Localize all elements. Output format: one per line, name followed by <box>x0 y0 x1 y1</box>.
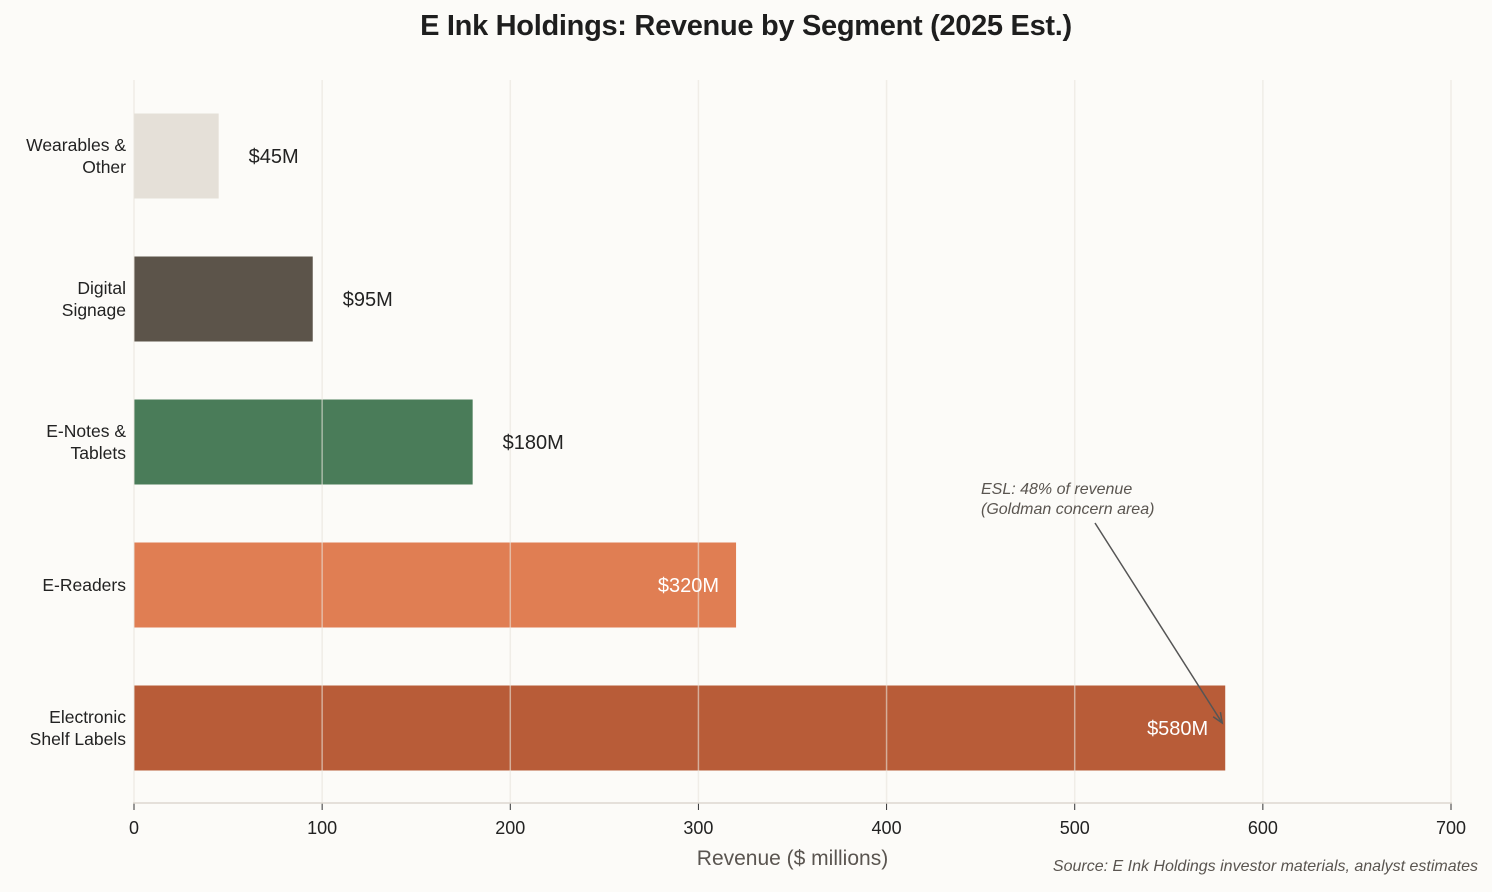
y-tick-label: Signage <box>62 300 126 320</box>
chart-title: E Ink Holdings: Revenue by Segment (2025… <box>420 10 1072 42</box>
data-label: $95M <box>343 289 393 311</box>
source-note: Source: E Ink Holdings investor material… <box>1052 858 1478 875</box>
x-axis-label: Revenue ($ millions) <box>697 847 888 870</box>
bar <box>134 113 219 199</box>
y-tick-label: Other <box>82 157 126 177</box>
y-tick-label: E-Readers <box>42 575 126 595</box>
bar <box>134 256 313 342</box>
bar <box>134 685 1226 771</box>
bar <box>134 542 737 628</box>
x-tick-label: 500 <box>1060 818 1090 838</box>
y-tick-label: Electronic <box>49 707 126 727</box>
x-tick-label: 200 <box>495 818 525 838</box>
y-tick-label: Wearables & <box>26 135 126 155</box>
annotation-arrow <box>1094 522 1223 724</box>
x-tick-label: 400 <box>872 818 902 838</box>
data-label: $580M <box>1147 718 1208 740</box>
arrowhead-icon <box>1212 712 1224 725</box>
x-tick-label: 100 <box>307 818 337 838</box>
x-tick-label: 0 <box>129 818 139 838</box>
y-tick-label: Digital <box>77 278 126 298</box>
data-label: $180M <box>503 432 564 454</box>
x-tick-label: 700 <box>1436 818 1466 838</box>
y-tick-label: E-Notes & <box>46 421 126 441</box>
annotation-text: (Goldman concern area) <box>981 501 1154 518</box>
x-tick-label: 600 <box>1248 818 1278 838</box>
annotation-text: ESL: 48% of revenue <box>981 481 1132 498</box>
bar <box>134 399 473 485</box>
data-label: $45M <box>249 146 299 168</box>
x-tick-label: 300 <box>683 818 713 838</box>
data-label: $320M <box>658 575 719 597</box>
y-tick-label: Tablets <box>71 443 127 463</box>
y-tick-label: Shelf Labels <box>30 729 127 749</box>
